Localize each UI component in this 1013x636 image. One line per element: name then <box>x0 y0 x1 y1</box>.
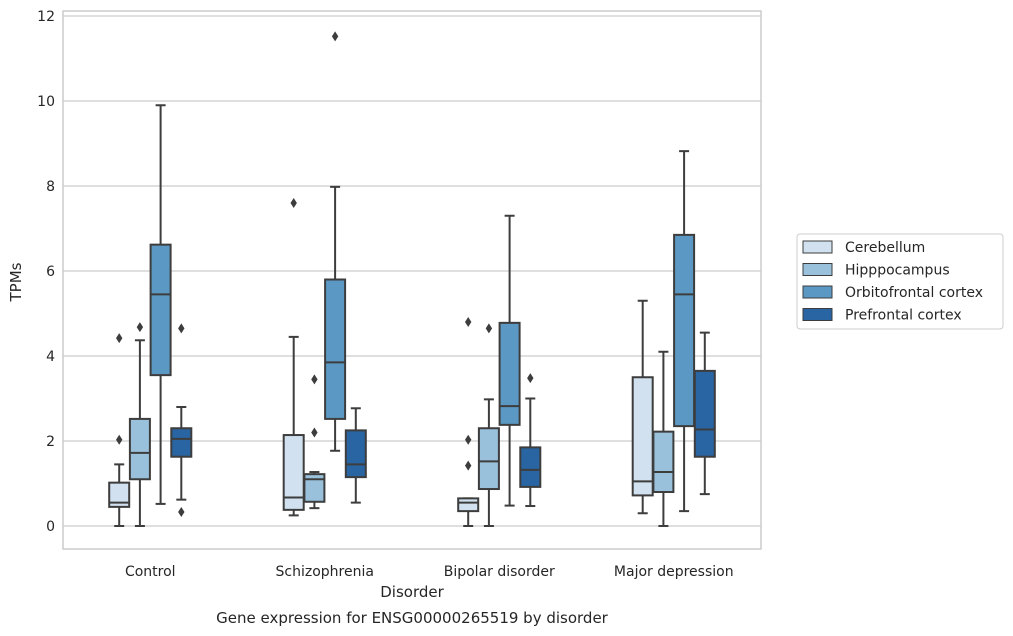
y-tick-label: 2 <box>46 434 55 450</box>
chart-caption: Gene expression for ENSG00000265519 by d… <box>216 609 609 627</box>
legend-swatch <box>802 285 833 299</box>
x-axis-label: Disorder <box>380 583 444 601</box>
outlier-point <box>465 317 472 327</box>
outlier-point <box>178 506 185 517</box>
legend-label: Cerebellum <box>845 240 925 256</box>
box-hipppocampus <box>128 322 151 527</box>
box-iqr <box>282 434 305 511</box>
box-orbitofrontal-cortex <box>498 214 521 507</box>
outlier-point <box>485 323 493 334</box>
box-prefrontal-cortex <box>170 323 193 517</box>
y-axis-label: TPMs <box>7 262 25 302</box>
legend-swatch <box>802 308 833 321</box>
box-iqr <box>303 473 326 503</box>
box-iqr <box>477 427 500 491</box>
box-iqr <box>170 427 193 458</box>
box-iqr <box>324 278 347 420</box>
box-cerebellum <box>108 333 131 527</box>
y-tick-label: 12 <box>37 9 55 25</box>
box-hipppocampus <box>303 374 326 510</box>
box-iqr <box>652 430 675 493</box>
legend: Cerebellum Hipppocampus Orbitofrontal cort… <box>796 233 1004 330</box>
box-iqr <box>457 497 480 513</box>
plot-area-frame <box>62 10 762 550</box>
legend-label: Prefrontal cortex <box>845 308 962 324</box>
box-orbitofrontal-cortex <box>324 31 347 452</box>
box-prefrontal-cortex <box>519 373 542 508</box>
y-tick-label: 4 <box>46 349 55 365</box>
outlier-point <box>465 434 472 445</box>
outlier-point <box>116 434 123 445</box>
box-hipppocampus <box>477 323 500 527</box>
x-tick-label: Bipolar disorder <box>444 564 555 580</box>
box-iqr <box>344 429 367 479</box>
outlier-point <box>331 31 339 42</box>
y-tick-label: 0 <box>46 519 55 535</box>
legend-swatch <box>802 263 833 276</box>
box-orbitofrontal-cortex <box>673 150 696 513</box>
outlier-point <box>311 427 318 438</box>
y-tick-label: 6 <box>46 264 55 280</box>
box-iqr <box>673 233 696 428</box>
box-hipppocampus <box>652 350 675 527</box>
box-iqr <box>108 481 131 508</box>
outlier-point <box>178 323 185 334</box>
box-cerebellum <box>457 317 480 527</box>
box-orbitofrontal-cortex <box>149 104 172 505</box>
legend-frame <box>796 233 1004 330</box>
legend-label: Orbitofrontal cortex <box>845 285 983 301</box>
outlier-point <box>136 322 144 333</box>
x-tick-labels: Control Schizophrenia Bipolar disorder Majo… <box>125 564 734 580</box>
outlier-point <box>116 333 123 344</box>
y-tick-labels: 0 2 4 6 8 10 12 <box>37 9 55 535</box>
x-tick-label: Control <box>125 564 176 580</box>
y-tick-label: 10 <box>37 94 55 110</box>
boxes <box>108 31 716 527</box>
x-tick-label: Schizophrenia <box>276 564 374 580</box>
outlier-point <box>311 374 318 385</box>
box-iqr <box>128 417 151 481</box>
box-iqr <box>631 376 654 497</box>
x-tick-label: Major depression <box>614 564 734 580</box>
box-iqr <box>149 243 172 377</box>
box-iqr <box>693 369 716 458</box>
box-iqr <box>498 321 521 426</box>
outlier-point <box>527 373 534 384</box>
box-cerebellum <box>282 198 305 517</box>
box-cerebellum <box>631 299 654 515</box>
legend-swatch <box>802 240 833 254</box>
outlier-point <box>465 460 472 471</box>
outlier-point <box>290 198 297 208</box>
y-tick-label: 8 <box>46 179 55 195</box>
box-iqr <box>519 446 542 488</box>
legend-label: Hipppocampus <box>845 263 950 279</box>
box-prefrontal-cortex <box>693 331 716 496</box>
box-prefrontal-cortex <box>344 407 367 504</box>
